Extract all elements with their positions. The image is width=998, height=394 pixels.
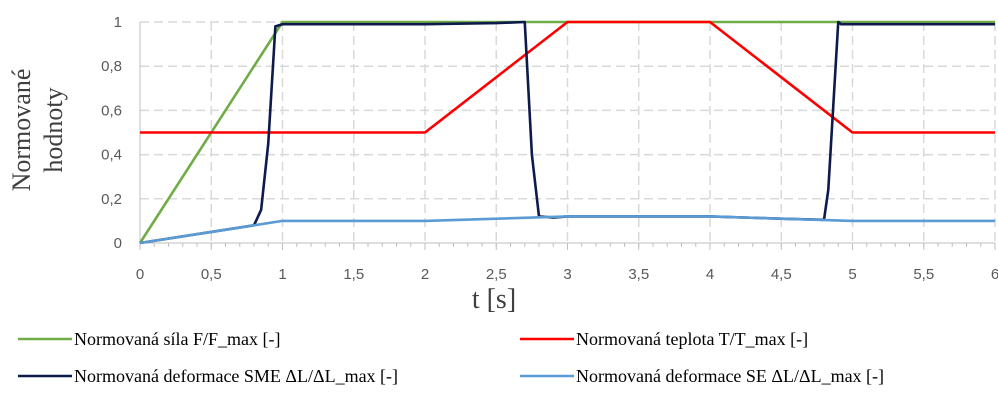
- x-tick-label: 0: [136, 266, 144, 283]
- tick-labels: 0 0,2 0,4 0,6 0,8 1 0 0,5 1 1,5 2 2,5 3 3,5 4 4,5 5 5,5 6: [101, 14, 998, 283]
- x-tick-label: 4: [706, 266, 714, 283]
- series-line-normovana-deformace-sme-l-l-max: [139, 20, 995, 245]
- series-line-normovana-deformace-se-l-l-max: [139, 215, 995, 245]
- series-line-normovana-si-la-f-f-max: [138, 20, 995, 244]
- legend: Normovaná síla F/F_max [-] Normovaná tepl…: [18, 329, 884, 386]
- y-tick-label: 0: [114, 235, 122, 252]
- axes: [139, 22, 996, 250]
- series-line-normovana-teplota-t-t-max: [140, 20, 995, 134]
- x-tick-label: 0,5: [201, 266, 222, 283]
- y-tick-label: 0,4: [101, 147, 122, 164]
- y-axis-title-line-2: hodnoty: [39, 87, 68, 172]
- x-tick-label: 1,5: [343, 266, 364, 283]
- y-tick-label: 1: [114, 14, 122, 31]
- x-tick-label: 5: [848, 266, 856, 283]
- x-tick-label: 3,5: [628, 266, 649, 283]
- x-tick-label: 2: [421, 266, 429, 283]
- legend-label: Normovaná teplota T/T_max [-]: [576, 329, 808, 349]
- series-lines: [138, 20, 995, 245]
- legend-label: Normovaná síla F/F_max [-]: [74, 329, 280, 349]
- y-tick-label: 0,6: [101, 102, 122, 119]
- legend-label: Normovaná deformace SME ΔL/ΔL_max [-]: [74, 366, 398, 386]
- x-tick-label: 1: [278, 266, 286, 283]
- x-tick-label: 3: [563, 266, 571, 283]
- x-tick-label: 4,5: [771, 266, 792, 283]
- x-tick-label: 2,5: [486, 266, 507, 283]
- y-tick-label: 0,2: [101, 191, 122, 208]
- y-tick-label: 0,8: [101, 58, 122, 75]
- x-tick-label: 5,5: [913, 266, 934, 283]
- x-axis-title: t [s]: [472, 284, 516, 315]
- legend-label: Normovaná deformace SE ΔL/ΔL_max [-]: [576, 366, 884, 386]
- x-tick-label: 6: [991, 266, 998, 283]
- y-axis-title-line-1: Normované: [7, 69, 36, 192]
